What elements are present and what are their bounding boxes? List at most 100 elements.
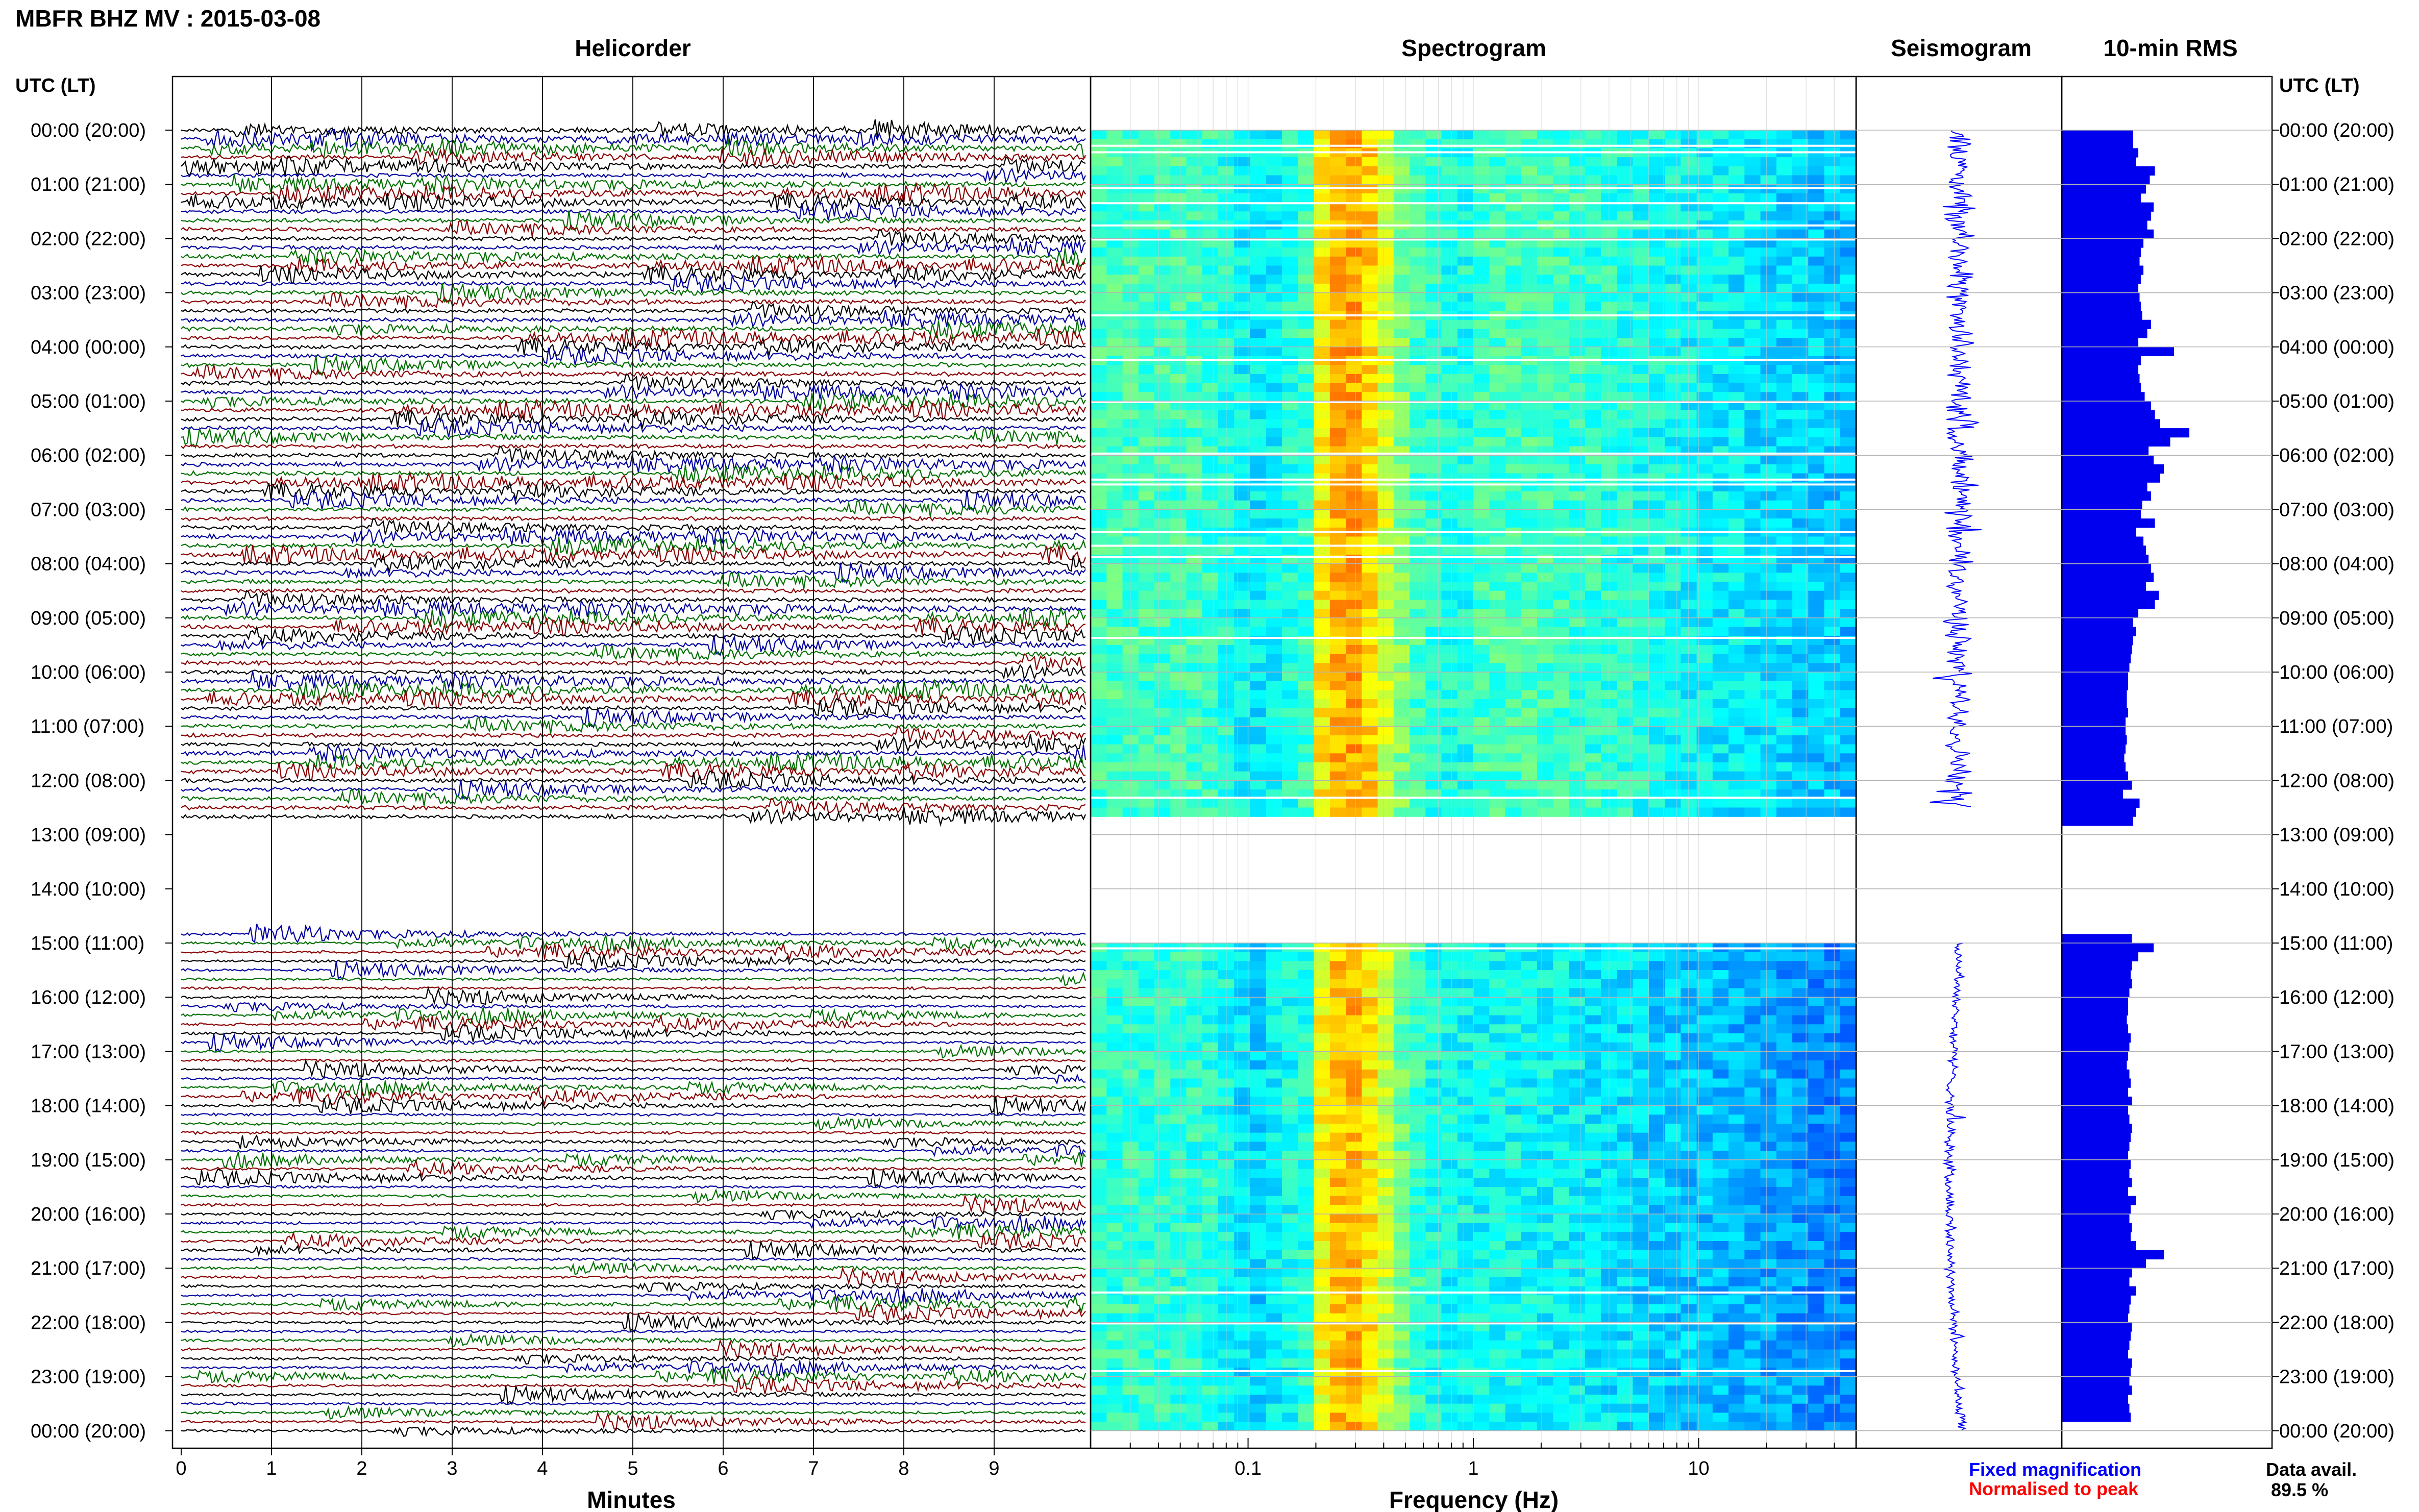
spectrogram-cell — [1760, 319, 1777, 329]
spectrogram-cell — [1202, 1132, 1219, 1142]
spectrogram-cell — [1648, 690, 1665, 700]
spectrogram-cell — [1393, 455, 1410, 465]
spectrogram-cell — [1106, 346, 1123, 357]
spectrogram-cell — [1091, 807, 1107, 817]
spectrogram-cell — [1314, 654, 1330, 663]
spectrogram-cell — [1377, 699, 1394, 709]
spectrogram-cell — [1840, 681, 1857, 690]
spectrogram-cell — [1712, 1159, 1729, 1170]
spectrogram-cell — [1648, 283, 1665, 293]
spectrogram-cell — [1585, 346, 1601, 357]
spectrogram-cell — [1792, 979, 1809, 989]
spectrogram-cell — [1329, 283, 1346, 293]
spectrogram-cell — [1298, 600, 1315, 609]
spectrogram-cell — [1138, 1096, 1155, 1106]
spectrogram-cell — [1808, 1105, 1825, 1115]
spectrogram-cell — [1138, 753, 1155, 763]
spectrogram-cell — [1202, 735, 1219, 745]
spectrogram-cell — [1282, 1060, 1298, 1070]
spectrogram-cell — [1250, 275, 1267, 284]
spectrogram-cell — [1457, 672, 1474, 682]
spectrogram-cell — [1537, 654, 1553, 663]
spectrogram-cell — [1537, 546, 1553, 555]
spectrogram-cell — [1760, 1159, 1777, 1170]
spectrogram-cell — [1186, 1159, 1203, 1170]
spectrogram-cell — [1840, 1159, 1857, 1170]
spectrogram-cell — [1202, 346, 1219, 357]
spectrogram-cell — [1410, 1069, 1426, 1079]
spectrogram-cell — [1808, 130, 1825, 140]
spectrogram-cell — [1377, 401, 1394, 411]
spectrogram-cell — [1553, 211, 1570, 221]
spectrogram-cell — [1202, 130, 1219, 140]
spectrogram-cell — [1186, 211, 1203, 221]
spectrogram-cell — [1553, 708, 1570, 718]
spectrogram-cell — [1266, 590, 1282, 600]
spectrogram-cell — [1393, 500, 1410, 510]
spectrogram-cell — [1489, 699, 1506, 709]
spectrogram-cell — [1729, 546, 1745, 555]
spectrogram-cell — [1553, 536, 1570, 546]
spectrogram-cell — [1744, 193, 1761, 203]
spectrogram-cell — [1346, 536, 1362, 546]
spectrogram-cell — [1729, 672, 1745, 682]
spectrogram-cell — [1617, 762, 1634, 772]
spectrogram-cell — [1106, 735, 1123, 745]
spectrogram-cell — [1154, 753, 1171, 763]
spectrogram-cell — [1377, 437, 1394, 447]
spectrogram-cell — [1410, 536, 1426, 546]
spectrogram-cell — [1681, 780, 1697, 790]
spectrogram-cell — [1585, 617, 1601, 628]
spectrogram-cell — [1138, 554, 1155, 564]
spectrogram-cell — [1186, 464, 1203, 474]
spectrogram-cell — [1633, 1006, 1649, 1016]
spectrogram-cell — [1808, 473, 1825, 483]
spectrogram-cell — [1298, 509, 1315, 519]
spectrogram-cell — [1537, 1105, 1553, 1115]
spectrogram-cell — [1170, 319, 1187, 329]
spectrogram-cell — [1106, 762, 1123, 772]
spectrogram-cell — [1585, 681, 1601, 690]
spectrogram-cell — [1681, 256, 1697, 266]
spectrogram-cell — [1314, 455, 1330, 465]
spectrogram-cell — [1505, 690, 1522, 700]
spectrogram-cell — [1377, 283, 1394, 293]
spectrogram-cell — [1617, 1051, 1634, 1061]
spectrogram-cell — [1362, 1015, 1378, 1025]
spectrogram-cell — [1250, 1078, 1267, 1088]
spectrogram-cell — [1362, 1024, 1378, 1034]
spectrogram-cell — [1537, 1033, 1553, 1043]
spectrogram-cell — [1696, 563, 1713, 573]
spectrogram-cell — [1681, 988, 1697, 998]
spectrogram-cell — [1091, 518, 1107, 528]
spectrogram-cell — [1362, 247, 1378, 257]
spectrogram-cell — [1585, 979, 1601, 989]
spectrogram-cell — [1489, 292, 1506, 302]
spectrogram-cell — [1282, 744, 1298, 754]
spectrogram-cell — [1170, 690, 1187, 700]
helicorder-trace — [181, 1257, 1086, 1261]
spectrogram-cell — [1633, 979, 1649, 989]
spectrogram-cell — [1377, 1096, 1394, 1106]
spectrogram-cell — [1170, 383, 1187, 392]
spectrogram-cell — [1154, 346, 1171, 357]
spectrogram-cell — [1266, 546, 1282, 555]
spectrogram-cell — [1425, 970, 1442, 980]
spectrogram-cell — [1617, 1151, 1634, 1160]
spectrogram-cell — [1202, 609, 1219, 618]
spectrogram-cell — [1314, 247, 1330, 257]
spectrogram-cell — [1744, 1096, 1761, 1106]
spectrogram-cell — [1537, 265, 1553, 275]
spectrogram-cell — [1585, 780, 1601, 790]
spectrogram-cell — [1648, 193, 1665, 203]
spectrogram-cell — [1665, 609, 1681, 618]
spectrogram-cell — [1776, 1105, 1793, 1115]
spectrogram-cell — [1489, 563, 1506, 573]
spectrogram-cell — [1569, 699, 1586, 709]
spectrogram-cell — [1377, 238, 1394, 248]
spectrogram-cell — [1553, 292, 1570, 302]
spectrogram-cell — [1824, 1006, 1841, 1016]
spectrogram-cell — [1665, 645, 1681, 655]
spectrogram-cell — [1617, 663, 1634, 673]
spectrogram-cell — [1617, 346, 1634, 357]
